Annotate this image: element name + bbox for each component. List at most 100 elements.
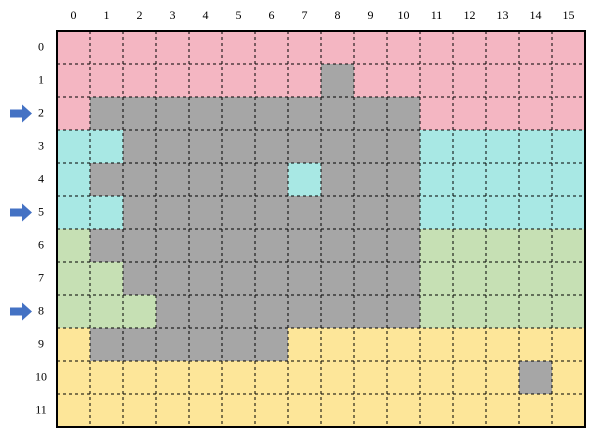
cell — [420, 130, 453, 163]
cell — [255, 31, 288, 64]
column-label: 8 — [335, 8, 341, 22]
cell — [189, 31, 222, 64]
column-label: 9 — [368, 8, 374, 22]
row-label: 5 — [38, 204, 44, 218]
cell — [123, 64, 156, 97]
cell — [486, 262, 519, 295]
cell — [90, 229, 123, 262]
column-label: 10 — [398, 8, 410, 22]
cell — [552, 394, 585, 427]
cell — [486, 229, 519, 262]
cell — [255, 361, 288, 394]
cell — [453, 394, 486, 427]
cell — [288, 130, 321, 163]
cell — [420, 229, 453, 262]
row-label: 7 — [38, 270, 44, 284]
cell — [519, 262, 552, 295]
cell — [420, 361, 453, 394]
cell — [255, 163, 288, 196]
cell — [453, 328, 486, 361]
cell — [222, 295, 255, 328]
cell — [321, 196, 354, 229]
cell — [156, 394, 189, 427]
cell — [420, 295, 453, 328]
cell — [189, 262, 222, 295]
row-label: 6 — [38, 237, 44, 251]
cell — [354, 97, 387, 130]
column-label: 1 — [104, 8, 110, 22]
row-label: 0 — [38, 39, 44, 53]
column-label: 0 — [71, 8, 77, 22]
cell — [387, 196, 420, 229]
column-label: 2 — [137, 8, 143, 22]
cell — [288, 328, 321, 361]
cell — [552, 196, 585, 229]
cell — [57, 361, 90, 394]
cell — [255, 196, 288, 229]
cell — [255, 295, 288, 328]
cell — [90, 361, 123, 394]
cell — [486, 97, 519, 130]
cell — [57, 97, 90, 130]
column-label: 12 — [464, 8, 476, 22]
cell — [453, 229, 486, 262]
cell — [288, 295, 321, 328]
cell — [123, 163, 156, 196]
cell — [486, 31, 519, 64]
row-label: 4 — [38, 171, 44, 185]
cell — [156, 163, 189, 196]
cell — [156, 31, 189, 64]
cell — [486, 130, 519, 163]
cell — [552, 31, 585, 64]
cell — [90, 130, 123, 163]
cell — [486, 295, 519, 328]
cell — [57, 130, 90, 163]
cell — [552, 64, 585, 97]
cell — [255, 64, 288, 97]
cell — [57, 328, 90, 361]
cell — [222, 361, 255, 394]
cell — [321, 64, 354, 97]
cell — [552, 229, 585, 262]
cell — [156, 196, 189, 229]
cell — [552, 163, 585, 196]
cell — [156, 295, 189, 328]
cell — [156, 64, 189, 97]
cell — [486, 361, 519, 394]
cell — [420, 394, 453, 427]
cell — [222, 328, 255, 361]
cell — [387, 394, 420, 427]
cell — [453, 97, 486, 130]
cell — [453, 31, 486, 64]
cell — [552, 328, 585, 361]
cell — [189, 295, 222, 328]
cell — [90, 163, 123, 196]
cell — [288, 262, 321, 295]
cell — [189, 163, 222, 196]
cell — [387, 262, 420, 295]
cell — [354, 394, 387, 427]
cell — [486, 196, 519, 229]
cell — [90, 328, 123, 361]
cell — [288, 361, 321, 394]
cell — [255, 130, 288, 163]
cell — [453, 262, 486, 295]
cell — [90, 295, 123, 328]
cell — [156, 328, 189, 361]
cell — [90, 97, 123, 130]
cell — [486, 163, 519, 196]
cell — [57, 163, 90, 196]
row-arrow — [10, 302, 32, 321]
row-arrow — [10, 203, 32, 222]
cell — [420, 31, 453, 64]
cell — [321, 31, 354, 64]
cell — [288, 163, 321, 196]
cell — [156, 97, 189, 130]
cell — [420, 64, 453, 97]
cell — [519, 394, 552, 427]
cell — [123, 328, 156, 361]
cell — [519, 64, 552, 97]
cell — [189, 196, 222, 229]
cell — [288, 97, 321, 130]
